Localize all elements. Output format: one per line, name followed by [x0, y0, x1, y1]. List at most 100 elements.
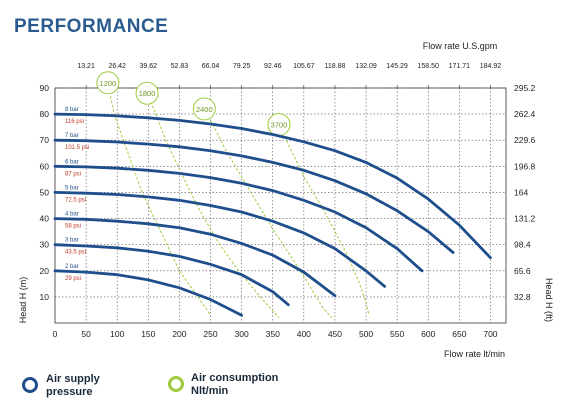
right-tick-label: 65.6: [514, 266, 531, 276]
air-consumption-curve: [278, 124, 370, 316]
x-tick-label: 300: [235, 329, 249, 339]
psi-label: 87 psi: [65, 171, 81, 177]
x-tick-label: 350: [266, 329, 280, 339]
pressure-curves: [53, 112, 492, 317]
air-consumption-curve: [107, 82, 211, 316]
right-tick-label: 196.8: [514, 161, 536, 171]
top-tick-label: 132.09: [355, 63, 377, 70]
bar-label: 3 bar: [65, 238, 79, 244]
top-tick-label: 26.42: [108, 63, 126, 70]
x-tick-label: 250: [203, 329, 217, 339]
y-tick-label: 50: [40, 187, 50, 197]
psi-label: 72.5 psi: [65, 197, 86, 203]
air-consumption-label: 1200: [100, 79, 117, 88]
page-title: PERFORMANCE: [14, 16, 168, 37]
psi-label: 43.5 psi: [65, 250, 86, 256]
bar-label: 8 bar: [65, 107, 79, 113]
y-tick-label: 20: [40, 266, 50, 276]
right-tick-label: 164: [514, 187, 528, 197]
top-tick-label: 118.88: [324, 63, 345, 70]
legend-pressure-line2: pressure: [46, 386, 92, 398]
pressure-labels: 29 psi 2 bar 43.5 psi 3 bar 58 psi 4 bar 72.5 …: [65, 107, 89, 282]
top-axis-title: Flow rate U.S.gpm: [423, 41, 498, 51]
top-axis: 13.21 26.42 39.62 52.83 66.04 79.25 92.46 105.6…: [77, 63, 501, 88]
bar-label: 7 bar: [65, 133, 79, 139]
bar-label: 5 bar: [65, 185, 79, 191]
legend-pressure-line1: Air supply: [46, 373, 101, 385]
pressure-curve: [53, 112, 492, 260]
air-consumption-curves: 1200 1800 2400 3700: [96, 71, 370, 319]
top-tick-label: 145.29: [386, 63, 408, 70]
x-tick-label: 550: [390, 329, 404, 339]
pressure-curve: [53, 164, 424, 273]
top-tick-label: 92.46: [264, 63, 282, 70]
y-axis-title: Head H (m): [18, 277, 28, 324]
psi-label: 116 psi: [65, 119, 84, 125]
top-tick-label: 184.92: [480, 63, 502, 70]
y-tick-label: 90: [40, 83, 50, 93]
x-tick-label: 0: [53, 329, 58, 339]
x-tick-label: 50: [81, 329, 91, 339]
air-consumption-badge: [135, 81, 159, 105]
x-tick-label: 150: [141, 329, 155, 339]
right-tick-label: 32.8: [514, 292, 531, 302]
top-tick-label: 66.04: [202, 63, 220, 70]
x-tick-label: 600: [421, 329, 435, 339]
plot-frame: [54, 87, 507, 324]
y-tick-label: 80: [40, 109, 50, 119]
psi-label: 101.5 psi: [65, 145, 89, 151]
air-consumption-curve: [146, 93, 280, 319]
x-tick-label: 500: [359, 329, 373, 339]
pressure-curve: [53, 138, 455, 254]
bar-label: 6 bar: [65, 159, 79, 165]
air-consumption-label: 1800: [139, 89, 156, 98]
x-tick-label: 200: [172, 329, 186, 339]
pressure-curve: [53, 217, 337, 297]
x-axis-title: Flow rate lt/min: [444, 349, 505, 359]
pressure-curve: [53, 191, 387, 288]
legend-air-line1: Air consumption: [191, 372, 279, 384]
pressure-legend-icon: [22, 377, 38, 393]
x-axis: 0 50 100 150 200 250 300 350 400 450 500 550 600 650 7…: [53, 329, 498, 339]
y-tick-label: 60: [40, 161, 50, 171]
psi-label: 29 psi: [65, 276, 81, 282]
y-tick-label: 10: [40, 292, 50, 302]
air-consumption-badge: [96, 71, 120, 95]
pressure-curve: [53, 269, 243, 317]
x-tick-label: 450: [328, 329, 342, 339]
air-consumption-label: 2400: [196, 105, 213, 114]
x-tick-label: 400: [297, 329, 311, 339]
legend-item-pressure: Air supply pressure: [22, 373, 101, 398]
y-axis: 10 20 30 40 50 60 70 80 90: [40, 83, 50, 302]
top-tick-label: 171.71: [449, 63, 471, 70]
bar-label: 4 bar: [65, 212, 79, 218]
bar-label: 2 bar: [65, 264, 79, 270]
right-tick-label: 131.2: [514, 214, 536, 224]
air-consumption-badge: [192, 97, 216, 121]
right-tick-label: 98.4: [514, 240, 531, 250]
legend: Air supply pressure Air consumption Nlt/…: [22, 372, 279, 398]
legend-item-air: Air consumption Nlt/min: [168, 372, 279, 397]
y-tick-label: 40: [40, 214, 50, 224]
x-tick-label: 700: [483, 329, 497, 339]
top-tick-label: 13.21: [77, 63, 95, 70]
top-tick-label: 39.62: [140, 63, 158, 70]
right-tick-label: 262.4: [514, 109, 536, 119]
psi-label: 58 psi: [65, 224, 81, 230]
right-tick-label: 229.6: [514, 135, 536, 145]
right-tick-label: 295.2: [514, 83, 536, 93]
pressure-curve: [53, 243, 290, 307]
top-tick-label: 105.67: [293, 63, 315, 70]
x-tick-label: 650: [452, 329, 466, 339]
top-tick-label: 79.25: [233, 63, 251, 70]
right-axis-title: Head H (ft): [544, 278, 554, 322]
y-tick-label: 70: [40, 135, 50, 145]
air-consumption-label: 3700: [271, 121, 288, 130]
air-consumption-curve: [203, 108, 333, 319]
y-tick-label: 30: [40, 240, 50, 250]
top-tick-label: 52.83: [171, 63, 189, 70]
legend-air-line2: Nlt/min: [191, 385, 229, 397]
air-legend-icon: [168, 376, 184, 392]
top-tick-label: 158.50: [418, 63, 440, 70]
